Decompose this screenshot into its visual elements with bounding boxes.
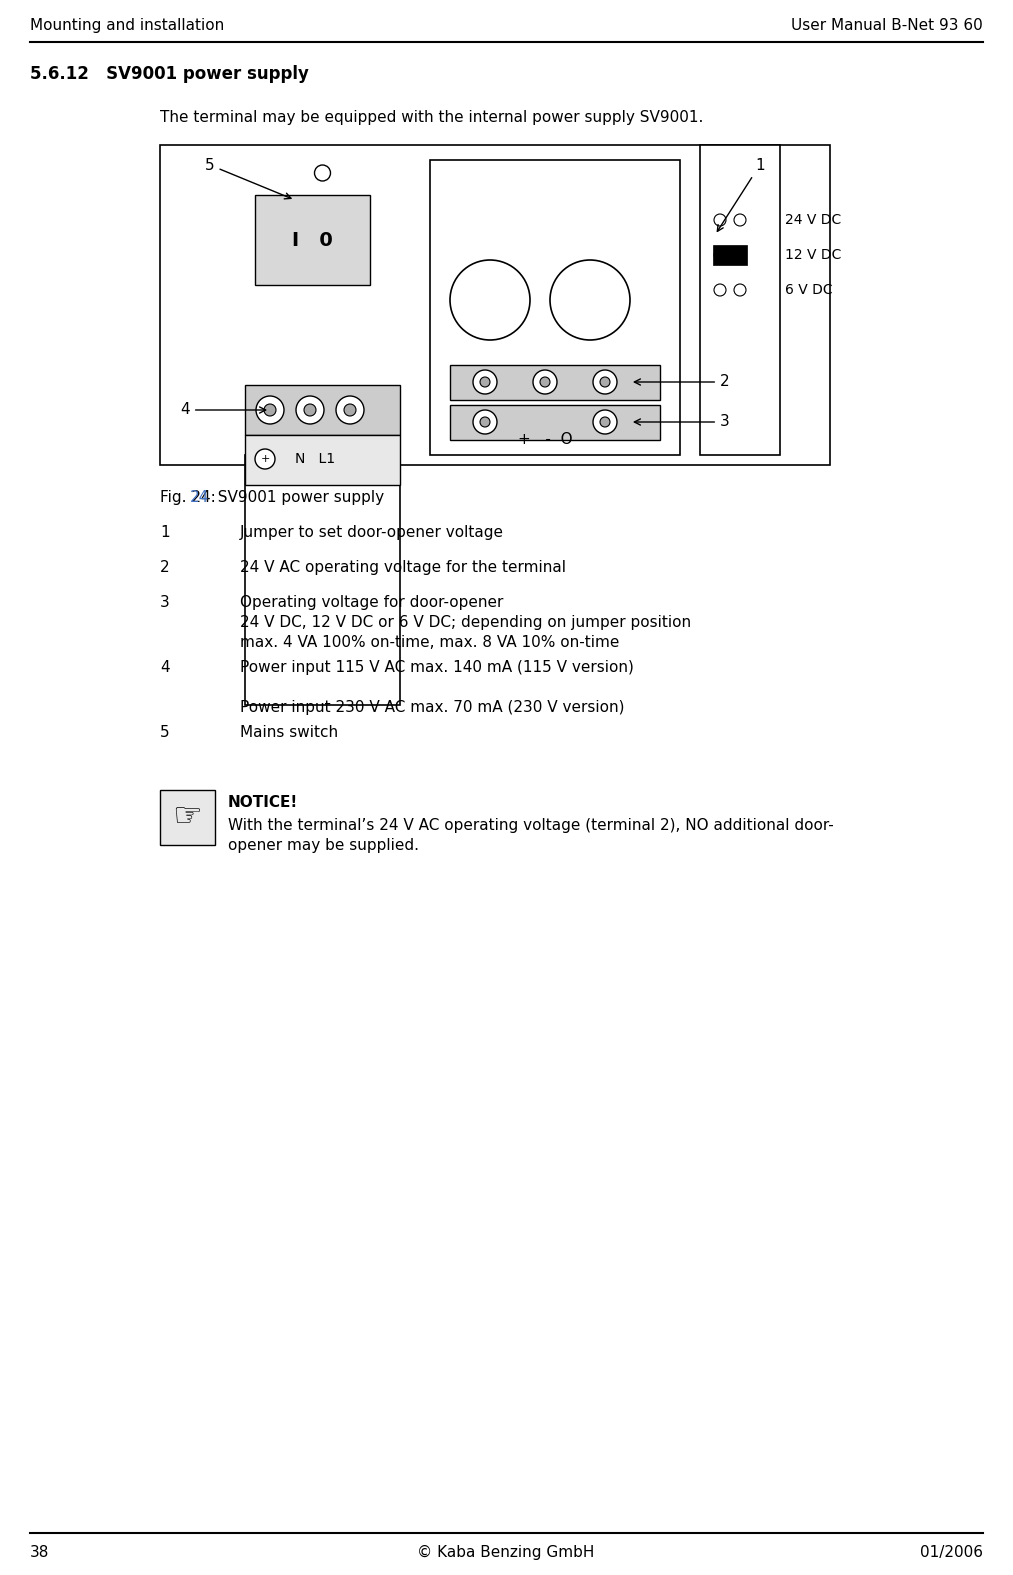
Bar [713,246,747,265]
Text: 1: 1 [717,158,765,232]
Circle shape [344,405,356,416]
Circle shape [540,376,550,387]
Text: 3: 3 [160,595,170,610]
Circle shape [314,165,330,181]
Circle shape [296,395,324,424]
Text: 4: 4 [160,660,169,676]
Circle shape [714,249,726,261]
Circle shape [593,370,617,394]
Circle shape [734,284,746,296]
Text: N   L1: N L1 [295,452,335,466]
Text: 12 V DC: 12 V DC [785,247,842,261]
Bar [700,145,780,455]
Circle shape [264,405,276,416]
Bar [245,435,400,485]
Text: +: + [260,454,269,465]
Circle shape [304,405,316,416]
Text: SV9001 power supply: SV9001 power supply [208,490,384,506]
FancyBboxPatch shape [160,791,215,846]
Bar [245,455,400,706]
Circle shape [255,449,275,469]
Text: 2: 2 [634,375,729,389]
Text: Fig. 24:: Fig. 24: [160,490,216,506]
Text: 3: 3 [634,414,729,430]
Circle shape [600,417,610,427]
Text: NOTICE!: NOTICE! [228,795,298,810]
FancyBboxPatch shape [160,145,830,465]
Text: 2: 2 [160,561,169,575]
Text: 5: 5 [205,158,291,198]
Circle shape [473,410,497,435]
Circle shape [450,260,530,340]
Text: 24 V DC: 24 V DC [785,213,841,227]
Text: © Kaba Benzing GmbH: © Kaba Benzing GmbH [417,1545,595,1559]
Bar [430,161,680,455]
Circle shape [473,370,497,394]
Circle shape [600,376,610,387]
Text: 6 V DC: 6 V DC [785,284,833,298]
Circle shape [550,260,630,340]
Circle shape [480,376,490,387]
Text: I   0: I 0 [292,230,333,249]
Text: With the terminal’s 24 V AC operating voltage (terminal 2), NO additional door-
: With the terminal’s 24 V AC operating vo… [228,817,834,852]
Circle shape [734,214,746,225]
Text: User Manual B-Net 93 60: User Manual B-Net 93 60 [791,17,983,33]
Text: 5.6.12   SV9001 power supply: 5.6.12 SV9001 power supply [30,65,309,83]
Circle shape [734,249,746,261]
Bar [450,405,660,439]
Text: Operating voltage for door-opener
24 V DC, 12 V DC or 6 V DC; depending on jumpe: Operating voltage for door-opener 24 V D… [240,595,691,649]
Text: Power input 115 V AC max. 140 mA (115 V version)

Power input 230 V AC max. 70 m: Power input 115 V AC max. 140 mA (115 V … [240,660,634,715]
Text: 24 V AC operating voltage for the terminal: 24 V AC operating voltage for the termin… [240,561,566,575]
Text: 4: 4 [180,403,265,417]
Text: Jumper to set door-opener voltage: Jumper to set door-opener voltage [240,524,504,540]
Circle shape [533,370,557,394]
Circle shape [714,214,726,225]
Text: 24: 24 [190,490,210,506]
Text: Mains switch: Mains switch [240,724,338,740]
Text: ☞: ☞ [172,800,202,833]
Circle shape [480,417,490,427]
Circle shape [714,284,726,296]
Text: +   -  O: + - O [518,433,572,447]
Circle shape [593,410,617,435]
Text: 5: 5 [160,724,169,740]
Bar [450,365,660,400]
Text: 01/2006: 01/2006 [920,1545,983,1559]
Text: The terminal may be equipped with the internal power supply SV9001.: The terminal may be equipped with the in… [160,110,703,124]
Bar [255,195,370,285]
Text: 38: 38 [30,1545,50,1559]
Circle shape [256,395,284,424]
Circle shape [336,395,364,424]
Text: 1: 1 [160,524,169,540]
Bar [245,384,400,435]
Text: Mounting and installation: Mounting and installation [30,17,224,33]
